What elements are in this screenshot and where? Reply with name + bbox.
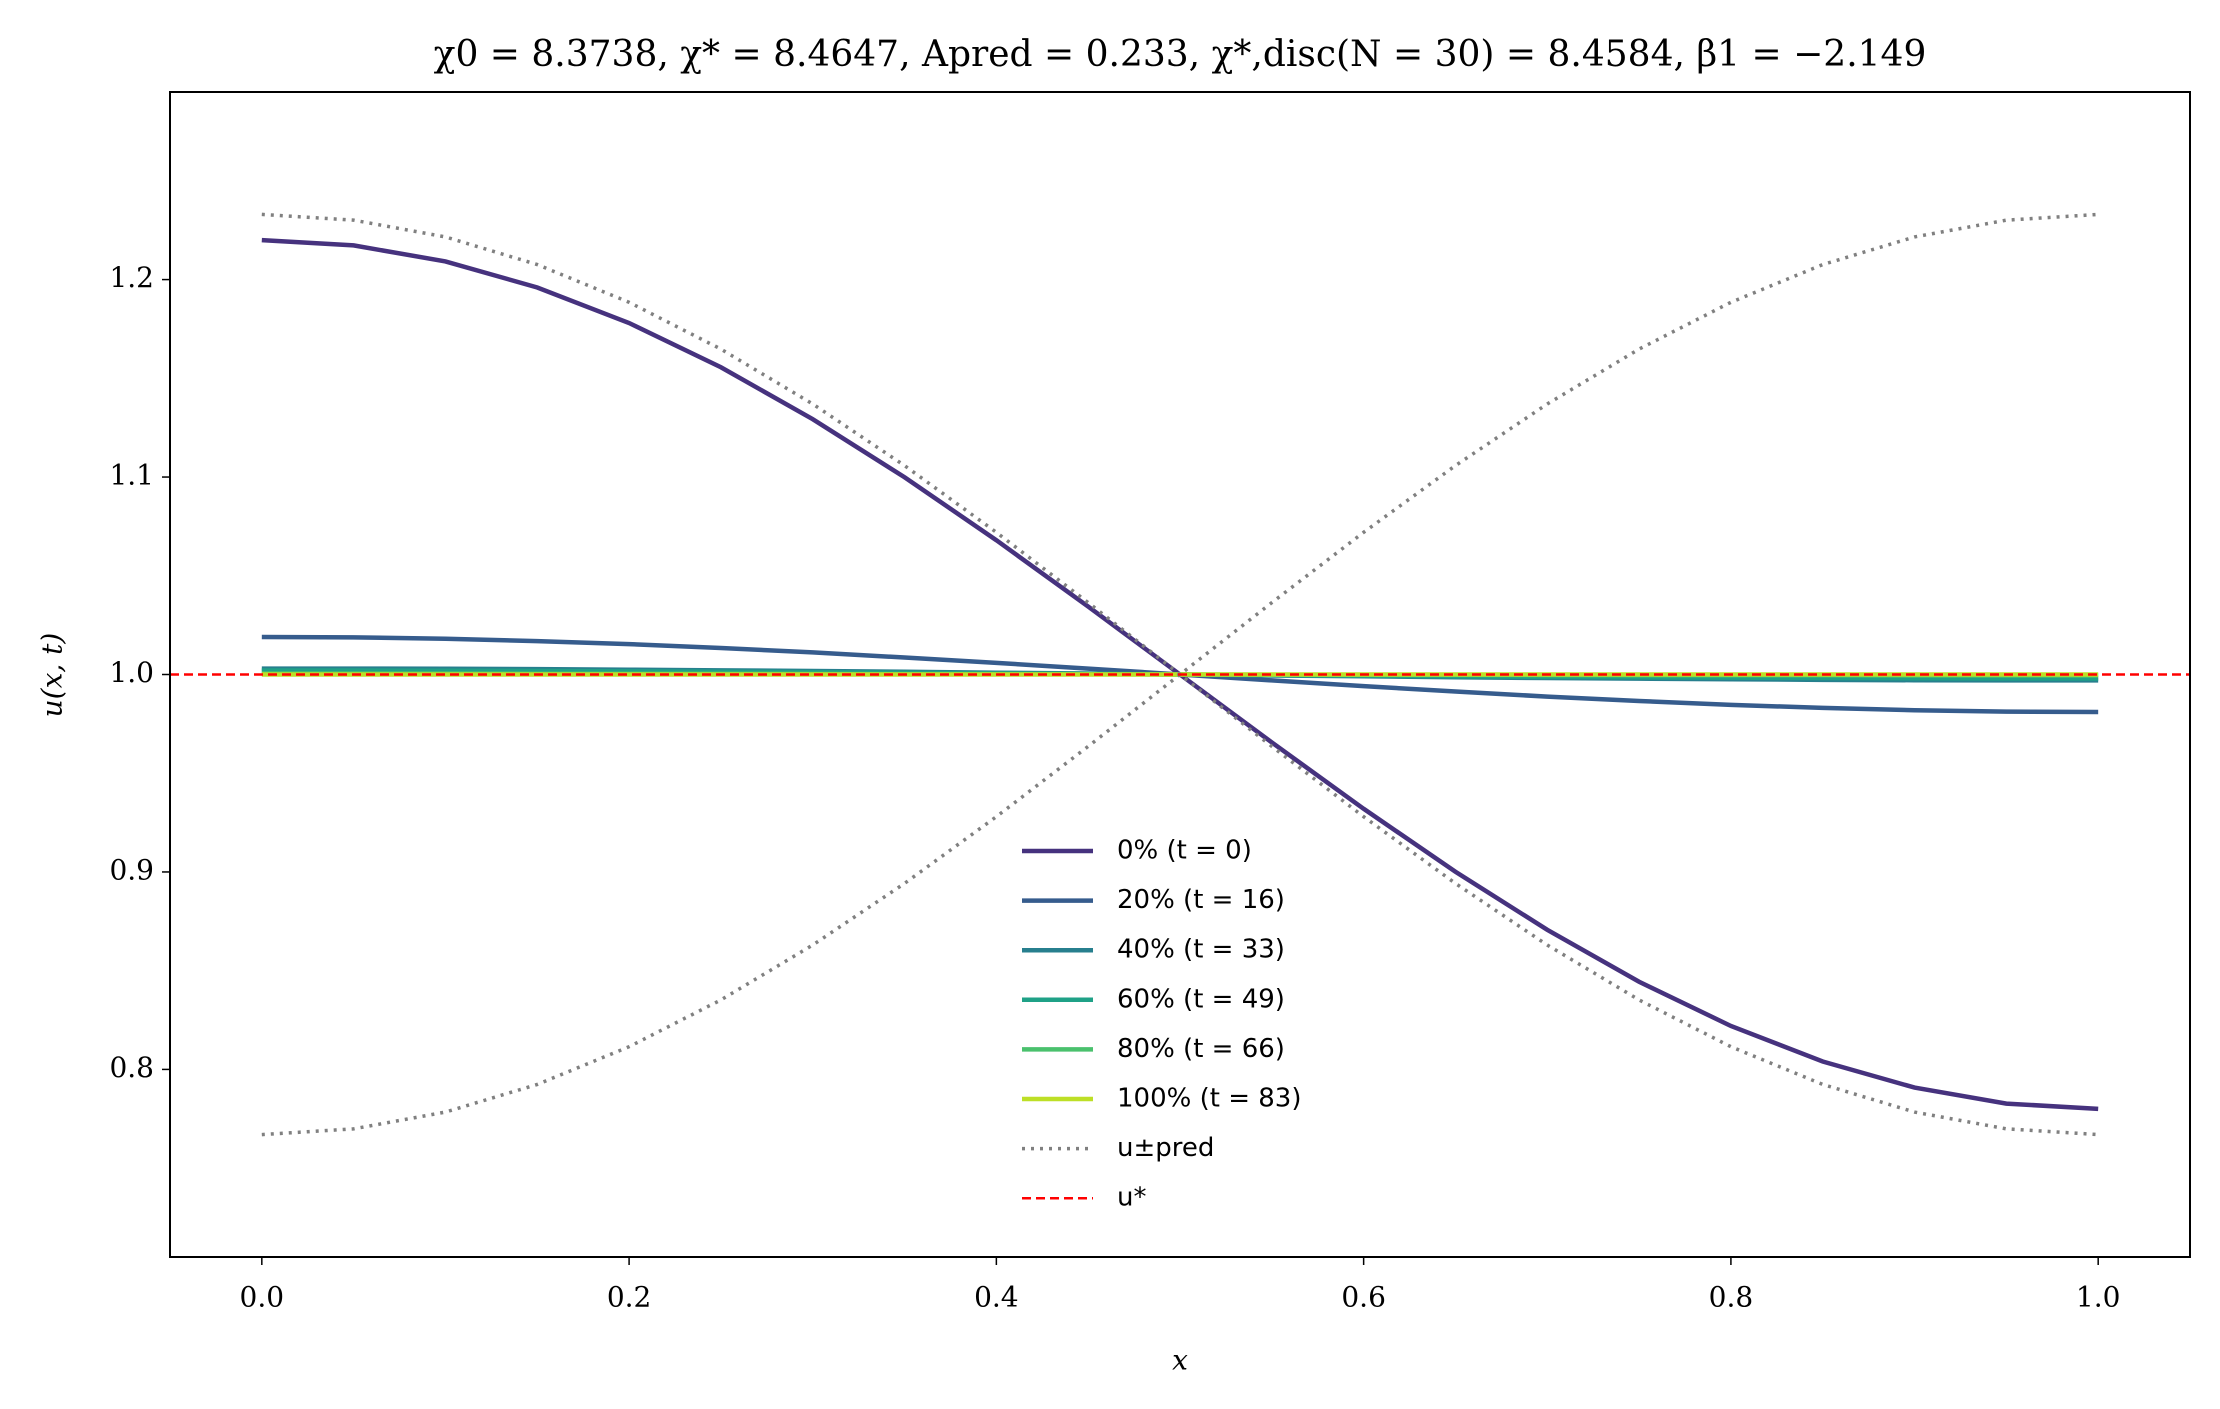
legend-label: 20% (t = 16): [1117, 885, 1285, 915]
x-tick-label: 0.6: [1341, 1281, 1386, 1314]
y-tick-label: 1.0: [109, 656, 154, 689]
legend-label: 40% (t = 33): [1117, 935, 1285, 965]
y-tick-label: 0.9: [109, 853, 154, 886]
y-tick-label: 1.2: [109, 261, 154, 294]
legend-label: 0% (t = 0): [1117, 836, 1252, 866]
legend-label: u*: [1117, 1183, 1146, 1213]
plot-frame: [169, 91, 2191, 1258]
x-tick-label: 0.4: [974, 1281, 1019, 1314]
y-tick-label: 0.8: [109, 1051, 154, 1084]
x-axis-label: x: [1172, 1344, 1188, 1377]
y-tick-label: 1.1: [109, 459, 154, 492]
x-tick-label: 0.0: [240, 1281, 285, 1314]
x-tick-label: 1.0: [2076, 1281, 2121, 1314]
legend-label: u±pred: [1117, 1133, 1214, 1163]
x-tick-label: 0.2: [607, 1281, 652, 1314]
legend-label: 100% (t = 83): [1117, 1084, 1301, 1114]
legend-label: 60% (t = 49): [1117, 984, 1285, 1014]
chart-title: χ0 = 8.3738, χ* = 8.4647, Apred = 0.233,…: [434, 34, 1927, 75]
x-tick-label: 0.8: [1709, 1281, 1754, 1314]
y-axis-label: u(x, t): [36, 633, 69, 718]
legend-label: 80% (t = 66): [1117, 1034, 1285, 1064]
